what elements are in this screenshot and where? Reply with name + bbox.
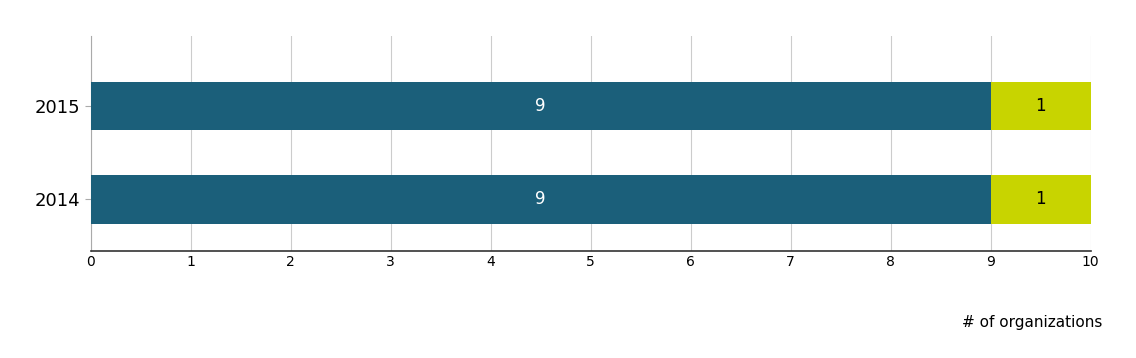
Text: # of organizations: # of organizations xyxy=(961,315,1102,330)
Bar xyxy=(991,175,1091,223)
Text: 9: 9 xyxy=(535,190,546,208)
Bar xyxy=(991,82,1091,130)
Text: 9: 9 xyxy=(535,97,546,115)
Bar xyxy=(91,82,991,130)
Text: 1: 1 xyxy=(1035,97,1046,115)
Text: 1: 1 xyxy=(1035,190,1046,208)
Bar xyxy=(91,175,991,223)
